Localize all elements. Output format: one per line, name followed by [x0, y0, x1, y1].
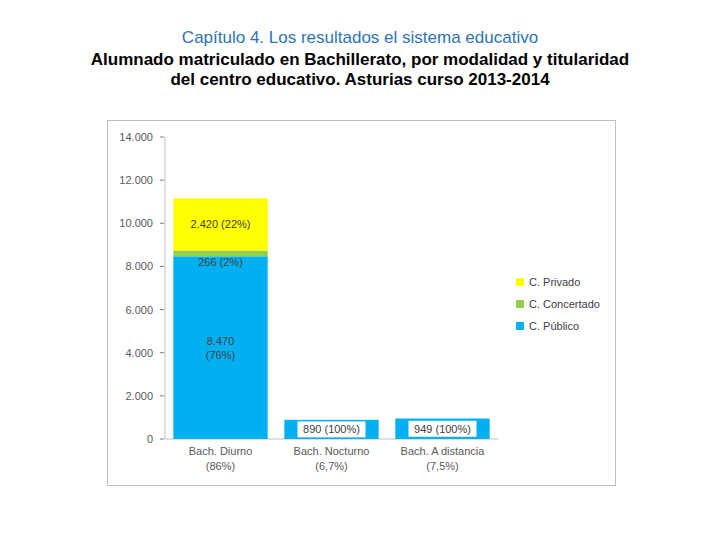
- bar-segment: [395, 419, 489, 439]
- text-line: (6,7%): [315, 460, 347, 472]
- chart-frame: [108, 121, 616, 486]
- bar-segment: [395, 418, 489, 419]
- text-line: (76%): [206, 349, 235, 361]
- label-background: [409, 421, 477, 437]
- y-tick-label: 14.000: [119, 131, 153, 143]
- y-tick: [160, 266, 164, 267]
- bar-segment: [395, 418, 489, 419]
- data-label: 8.470 (76%): [206, 335, 235, 361]
- y-tick-label: 2.000: [125, 390, 153, 402]
- legend-swatch: [516, 322, 524, 330]
- bar-segment: [284, 419, 378, 420]
- text-line: 949 (100%): [414, 423, 471, 435]
- data-labels: 8.470 (76%) 266 (2%) 2.420 (22%) 890 (100%) 9…: [191, 218, 477, 437]
- legend-label: C. Público: [529, 320, 579, 332]
- data-label: 266 (2%): [198, 256, 243, 268]
- y-tick: [160, 180, 164, 181]
- text-line: (86%): [206, 460, 235, 472]
- bar-segment: [173, 198, 267, 250]
- legend: C. Privado C. Concertado C. Público: [516, 276, 600, 332]
- x-tick-label: Bach. Diurno (86%): [189, 445, 253, 472]
- data-label: 949 (100%): [414, 423, 471, 435]
- legend-label: C. Concertado: [529, 298, 600, 310]
- data-label: 890 (100%): [303, 423, 360, 435]
- bar-segment: [284, 420, 378, 439]
- y-tick-label: 6.000: [125, 304, 153, 316]
- y-tick: [160, 137, 164, 138]
- data-label: 2.420 (22%): [191, 218, 251, 230]
- text-line: 266 (2%): [198, 256, 243, 268]
- y-axis: [165, 137, 166, 439]
- x-tick-label: Bach. Nocturno (6,7%): [294, 445, 370, 472]
- bar-segment: [173, 256, 267, 439]
- y-tick-label: 0: [147, 433, 153, 445]
- y-tick: [160, 223, 164, 224]
- text-line: (7,5%): [426, 460, 458, 472]
- y-tick: [160, 309, 164, 310]
- bars: [173, 198, 489, 439]
- y-tick: [160, 395, 164, 396]
- y-tick-label: 10.000: [119, 217, 153, 229]
- legend-label: C. Privado: [529, 276, 580, 288]
- text-line: Bach. Diurno: [189, 445, 253, 457]
- legend-swatch: [516, 300, 524, 308]
- text-line: 8.470: [207, 335, 235, 347]
- y-tick-label: 12.000: [119, 174, 153, 186]
- y-tick-label: 4.000: [125, 347, 153, 359]
- text-line: 890 (100%): [303, 423, 360, 435]
- x-tick-label: Bach. A distancia (7,5%): [401, 445, 486, 472]
- text-line: Bach. Nocturno: [294, 445, 370, 457]
- y-tick: [160, 352, 164, 353]
- chart: 0 2.000 4.000 6.000 8.000 10.000 12.000 14.000 8…: [0, 0, 720, 540]
- title: Alumnado matriculado en Bachillerato, po…: [0, 50, 720, 90]
- legend-swatch: [516, 278, 524, 286]
- header: Capítulo 4. Los resultados el sistema ed…: [0, 28, 720, 48]
- text-line: Bach. A distancia: [401, 445, 486, 457]
- text-line: 2.420 (22%): [191, 218, 251, 230]
- label-background: [298, 421, 366, 437]
- page: Capítulo 4. Los resultados el sistema ed…: [0, 0, 720, 540]
- y-tick-label: 8.000: [125, 260, 153, 272]
- bar-segment: [284, 419, 378, 420]
- y-tick: [160, 439, 164, 440]
